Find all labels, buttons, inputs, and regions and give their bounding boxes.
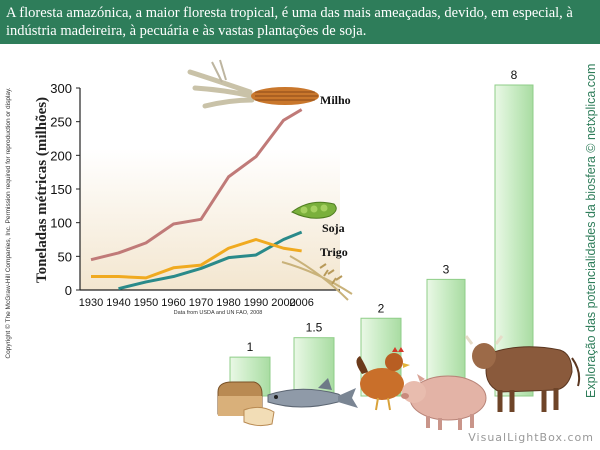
series-line-trigo — [91, 238, 302, 280]
series-label-soja: Soja — [322, 221, 345, 235]
series-lines: Milho Soja Trigo — [90, 93, 351, 291]
wheat-icon — [281, 255, 353, 301]
source-note: Data from USDA and UN FAO, 2008 — [174, 310, 263, 316]
x-tick-label: 1940 — [106, 297, 130, 309]
bar-value-label: 2 — [378, 301, 385, 315]
y-tick-label: 200 — [50, 148, 72, 163]
y-tick-label: 50 — [58, 249, 72, 264]
x-tick-label: 1970 — [189, 297, 213, 309]
series-line-milho — [90, 108, 303, 262]
x-tick-label: 2006 — [289, 297, 313, 309]
cow-icon — [464, 335, 581, 412]
watermark: VisualLightBox.com — [468, 431, 594, 444]
y-tick-label: 300 — [50, 81, 72, 96]
x-tick-label: 1960 — [161, 297, 185, 309]
x-tick-label: 1990 — [244, 297, 268, 309]
series-label-trigo: Trigo — [320, 245, 348, 259]
header-text: A floresta amazónica, a maior floresta t… — [6, 5, 573, 39]
bar-value-label: 1 — [247, 340, 254, 354]
x-tick-label: 1950 — [134, 297, 158, 309]
chicken-icon — [356, 347, 410, 411]
x-tick-label: 1980 — [216, 297, 240, 309]
y-tick-label: 250 — [50, 115, 72, 130]
y-tick-label: 0 — [65, 283, 72, 298]
corn-icon — [187, 59, 319, 109]
series-line-soja — [118, 230, 303, 291]
plot-area — [80, 88, 340, 290]
header-banner: A floresta amazónica, a maior floresta t… — [0, 0, 600, 44]
bar-value-label: 1.5 — [306, 321, 323, 335]
y-axis: 0 50 100 150 200 250 300 — [50, 81, 81, 298]
y-axis-label: Toneladas métricas (milhões) — [34, 97, 50, 283]
series-label-milho: Milho — [320, 93, 351, 107]
y-tick-label: 100 — [50, 216, 72, 231]
bar-vaca — [494, 84, 534, 397]
y-tick-label: 150 — [50, 182, 72, 197]
fish-icon — [267, 378, 358, 408]
x-tick-label: 2000 — [271, 297, 295, 309]
x-tick-label: 1930 — [79, 297, 103, 309]
bar-value-label: 3 — [443, 262, 450, 276]
soybean-icon — [291, 201, 337, 219]
bread-icon — [217, 381, 275, 427]
pig-icon — [401, 374, 487, 430]
bar-value-label: 8 — [511, 68, 518, 82]
